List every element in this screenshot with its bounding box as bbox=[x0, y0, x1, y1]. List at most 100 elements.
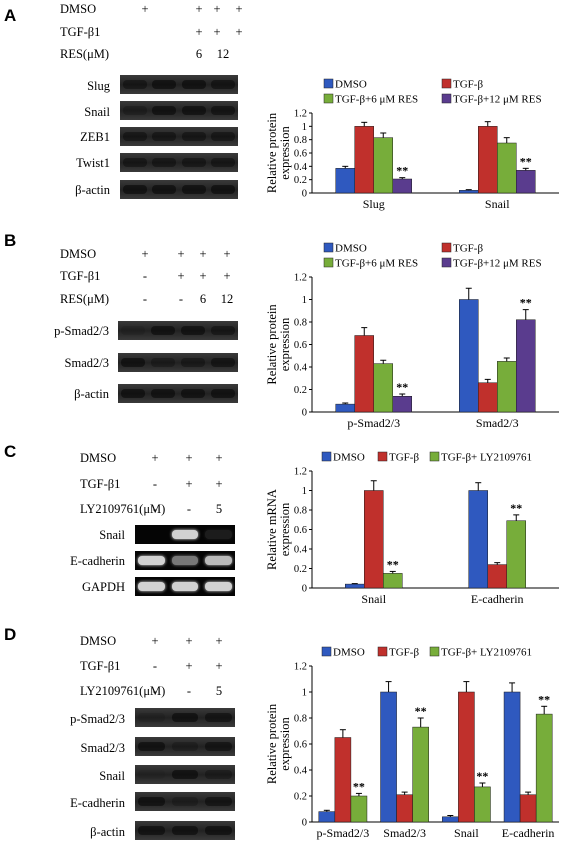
bar bbox=[392, 396, 412, 413]
legend-swatch bbox=[377, 646, 388, 657]
legend-label: TGF-β+ LY2109761 bbox=[441, 647, 532, 659]
blot-label: Snail bbox=[84, 105, 110, 119]
legend-label: TGF-β+6 μM RES bbox=[335, 258, 418, 270]
lane-value: 6 bbox=[195, 47, 203, 61]
lane-value: + bbox=[199, 247, 207, 261]
bar bbox=[335, 168, 355, 194]
y-tick-label: 1 bbox=[302, 295, 307, 306]
bar bbox=[318, 811, 336, 823]
condition-name: TGF-β1 bbox=[60, 25, 101, 39]
x-tick-label: Snail bbox=[485, 197, 510, 211]
y-axis-label-line: Relative protein bbox=[265, 304, 279, 385]
blot-band bbox=[121, 326, 145, 335]
condition-name: TGF-β1 bbox=[60, 269, 101, 283]
significance-label: ** bbox=[510, 501, 522, 515]
bar bbox=[412, 726, 429, 823]
legend-swatch bbox=[321, 451, 332, 462]
blot-band bbox=[181, 80, 206, 89]
blot-label: β-actin bbox=[90, 825, 125, 839]
y-tick-label: 1 bbox=[302, 122, 307, 133]
blot-band bbox=[151, 326, 175, 335]
lane-value: - bbox=[152, 684, 158, 698]
lane-value: 12 bbox=[220, 292, 234, 306]
legend-swatch bbox=[323, 93, 334, 104]
significance-label: ** bbox=[353, 779, 365, 793]
lane-value: 6 bbox=[199, 292, 207, 306]
blot-band bbox=[152, 106, 177, 115]
significance-label: ** bbox=[476, 769, 488, 783]
lane-value: + bbox=[185, 659, 193, 673]
blot-label: Snail bbox=[99, 769, 125, 783]
lane-value: - bbox=[152, 659, 158, 673]
blot-band bbox=[205, 713, 232, 722]
blot-band bbox=[211, 326, 235, 335]
y-tick-label: 0.8 bbox=[294, 318, 307, 329]
lane-value: + bbox=[151, 451, 159, 465]
y-axis-label: Relative protein expression bbox=[265, 703, 292, 784]
lane-value: - bbox=[186, 502, 192, 516]
blot-label: E-cadherin bbox=[70, 554, 125, 568]
blot-band bbox=[205, 556, 232, 565]
lane-value: - bbox=[152, 477, 158, 491]
legend-swatch bbox=[323, 257, 334, 268]
blot-band bbox=[122, 185, 147, 194]
bar-chart-d: DMSO TGF-β TGF-β+ LY2109761 0 0.2 0.4 0.6 0.8 1 1… bbox=[265, 646, 559, 840]
y-tick-label: 0 bbox=[302, 818, 307, 829]
blot-band bbox=[138, 582, 165, 591]
bar bbox=[354, 335, 374, 413]
y-tick-label: 0 bbox=[302, 584, 307, 595]
lane-value: + bbox=[223, 269, 231, 283]
blot-band bbox=[122, 132, 147, 141]
condition-name: DMSO bbox=[80, 634, 117, 648]
blot-label: Twist1 bbox=[76, 156, 110, 170]
blot-label: β-actin bbox=[74, 387, 109, 401]
blot-strip bbox=[135, 708, 235, 727]
lane-value: + bbox=[235, 2, 243, 16]
x-tick-label: E-cadherin bbox=[502, 826, 555, 840]
lane-value: + bbox=[185, 451, 193, 465]
bar bbox=[442, 816, 459, 823]
bar-chart-c: DMSO TGF-β TGF-β+ LY2109761 0 0.2 0.4 0.6 0.8 1 1… bbox=[265, 451, 559, 606]
blot-label: Smad2/3 bbox=[80, 741, 125, 755]
x-tick-label: p-Smad2/3 bbox=[347, 416, 400, 430]
gel-strip bbox=[135, 525, 235, 544]
y-tick-label: 0.4 bbox=[294, 162, 308, 173]
gel-strip bbox=[135, 577, 235, 596]
blot-label: GAPDH bbox=[81, 580, 125, 594]
condition-name: LY2109761(μM) bbox=[80, 684, 166, 698]
blot-strip bbox=[120, 180, 238, 199]
condition-name: DMSO bbox=[80, 451, 117, 465]
y-tick-label: 0.2 bbox=[294, 564, 307, 575]
bar bbox=[345, 583, 365, 589]
panel-label: B bbox=[4, 231, 17, 250]
lane-value: - bbox=[186, 684, 192, 698]
lane-value: + bbox=[185, 477, 193, 491]
lane-value: - bbox=[152, 502, 158, 516]
lane-value: + bbox=[151, 634, 159, 648]
bar bbox=[516, 319, 536, 413]
panel-label: A bbox=[4, 6, 17, 25]
bar bbox=[334, 737, 352, 823]
blot-band bbox=[181, 358, 205, 367]
bar bbox=[354, 126, 374, 194]
y-tick-label: 0 bbox=[302, 408, 307, 419]
lane-value: + bbox=[177, 247, 185, 261]
blot-band bbox=[171, 556, 199, 565]
lane-value: + bbox=[213, 25, 221, 39]
significance-label: ** bbox=[415, 704, 427, 718]
condition-name: RES(μM) bbox=[60, 292, 110, 306]
legend-label: TGF-β+12 μM RES bbox=[453, 258, 542, 270]
blot-band bbox=[171, 770, 199, 779]
significance-label: ** bbox=[538, 692, 550, 706]
blot-strip bbox=[120, 101, 238, 120]
bar bbox=[392, 178, 412, 194]
x-tick-label: Smad2/3 bbox=[476, 416, 519, 430]
blot-band bbox=[121, 389, 145, 398]
y-axis-label-line: expression bbox=[278, 502, 292, 556]
blot-strip bbox=[118, 353, 238, 372]
bar bbox=[516, 170, 536, 194]
bar bbox=[506, 520, 526, 589]
blot-band bbox=[138, 826, 165, 835]
blot-band bbox=[205, 530, 232, 539]
legend-label: TGF-β+12 μM RES bbox=[453, 94, 542, 106]
